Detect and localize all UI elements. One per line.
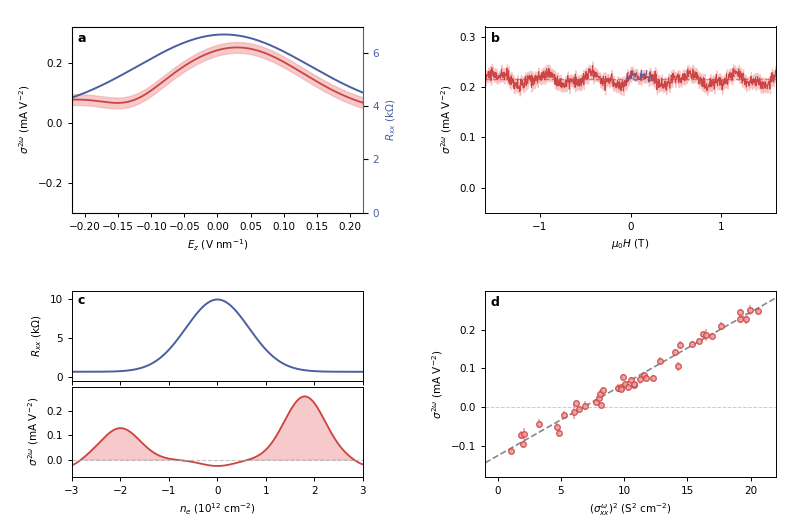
Y-axis label: $\sigma^{2\omega}$ (mA V$^{-2}$): $\sigma^{2\omega}$ (mA V$^{-2}$) (439, 85, 454, 154)
Y-axis label: $R_{xx}$ (k$\Omega$): $R_{xx}$ (k$\Omega$) (30, 315, 44, 357)
Y-axis label: $\sigma^{2\omega}$ (mA V$^{-2}$): $\sigma^{2\omega}$ (mA V$^{-2}$) (18, 85, 32, 154)
Text: d: d (491, 296, 500, 310)
X-axis label: $\mu_0H$ (T): $\mu_0H$ (T) (611, 237, 650, 251)
Y-axis label: $\sigma^{2\omega}$ (mA V$^{-2}$): $\sigma^{2\omega}$ (mA V$^{-2}$) (26, 397, 41, 466)
Text: $\mu_0H_z$: $\mu_0H_z$ (625, 68, 654, 84)
Text: c: c (78, 294, 85, 306)
X-axis label: $(\sigma^{\omega}_{xx})^2$ (S$^2$ cm$^{-2}$): $(\sigma^{\omega}_{xx})^2$ (S$^2$ cm$^{-… (589, 501, 672, 518)
Text: b: b (491, 32, 500, 45)
Y-axis label: $\sigma^{2\omega}$ (mA V$^{-2}$): $\sigma^{2\omega}$ (mA V$^{-2}$) (430, 349, 446, 419)
Y-axis label: $R_{xx}$ (k$\Omega$): $R_{xx}$ (k$\Omega$) (385, 99, 398, 141)
X-axis label: $E_z$ (V nm$^{-1}$): $E_z$ (V nm$^{-1}$) (186, 237, 248, 253)
Text: a: a (78, 32, 86, 45)
X-axis label: $n_e$ (10$^{12}$ cm$^{-2}$): $n_e$ (10$^{12}$ cm$^{-2}$) (179, 501, 256, 517)
